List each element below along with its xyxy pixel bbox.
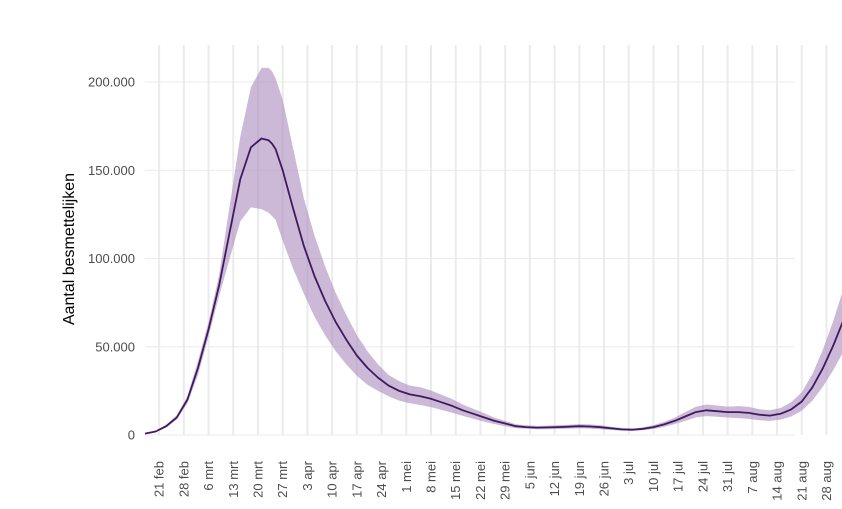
confidence-band-area bbox=[145, 67, 842, 434]
x-tick-label: 12 jun bbox=[547, 461, 562, 496]
x-tick-label: 7 aug bbox=[745, 461, 760, 494]
x-tick-label: 8 mei bbox=[424, 461, 439, 493]
x-tick-label: 10 apr bbox=[325, 460, 340, 498]
x-tick-label: 3 apr bbox=[300, 460, 315, 490]
x-tick-label: 15 mei bbox=[448, 461, 463, 500]
x-tick-label: 24 apr bbox=[374, 460, 389, 498]
x-tick-label: 13 mrt bbox=[226, 461, 241, 498]
x-tick-label: 21 aug bbox=[794, 461, 809, 501]
x-tick-label: 19 jun bbox=[572, 461, 587, 496]
x-tick-label: 24 jul bbox=[695, 461, 710, 492]
x-tick-label: 17 jul bbox=[671, 461, 686, 492]
x-tick-label: 26 jun bbox=[597, 461, 612, 496]
y-tick-label: 50.000 bbox=[95, 339, 135, 354]
y-tick-label: 100.000 bbox=[88, 251, 135, 266]
x-tick-label: 14 aug bbox=[770, 461, 785, 501]
series-line-path bbox=[144, 137, 842, 435]
series-line bbox=[144, 137, 842, 435]
x-axis-ticks: 21 feb 28 feb 6 mrt 13 mrt 20 mrt 27 mrt 3 apr… bbox=[152, 460, 834, 501]
x-tick-label: 31 jul bbox=[720, 461, 735, 492]
y-tick-label: 200.000 bbox=[88, 75, 135, 90]
x-tick-label: 20 mrt bbox=[251, 461, 266, 498]
x-tick-label: 10 jul bbox=[646, 461, 661, 492]
x-tick-label: 3 jul bbox=[621, 461, 636, 485]
x-tick-label: 17 apr bbox=[349, 460, 364, 498]
x-tick-label: 5 jun bbox=[522, 461, 537, 489]
x-tick-label: 29 mei bbox=[498, 461, 513, 500]
x-tick-label: 22 mei bbox=[473, 461, 488, 500]
y-axis-title: Aantal besmettelijken bbox=[61, 173, 78, 325]
confidence-band bbox=[145, 67, 842, 434]
x-tick-label: 21 feb bbox=[152, 461, 167, 497]
x-tick-label: 6 mrt bbox=[201, 461, 216, 491]
y-tick-label: 0 bbox=[128, 428, 135, 443]
x-tick-label: 28 aug bbox=[819, 461, 834, 501]
y-tick-label: 150.000 bbox=[88, 163, 135, 178]
x-tick-label: 27 mrt bbox=[275, 461, 290, 498]
y-axis-ticks: 0 50.000 100.000 150.000 200.000 bbox=[88, 75, 135, 443]
x-tick-label: 1 mei bbox=[399, 461, 414, 493]
x-tick-label: 28 feb bbox=[176, 461, 191, 497]
